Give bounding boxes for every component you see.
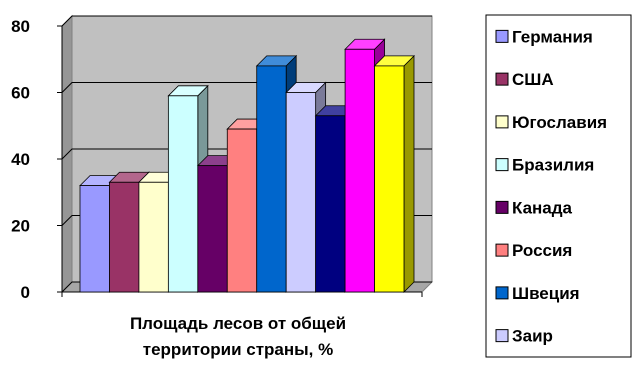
legend-label: США: [512, 70, 554, 89]
legend-swatch: [495, 243, 509, 257]
legend-label: Швеция: [512, 284, 580, 303]
gridline: [61, 15, 432, 27]
legend-swatch: [495, 200, 509, 214]
y-tick-label: 0: [21, 283, 30, 302]
legend-swatch: [495, 115, 509, 129]
legend-label: Канада: [512, 198, 573, 217]
y-tick-label: 40: [11, 150, 30, 169]
y-tick-label: 20: [11, 217, 30, 236]
x-axis-title-line-1: Площадь лесов от общей: [129, 314, 347, 333]
x-axis-title-line-2: территории страны, %: [142, 340, 334, 359]
legend-label: Бразилия: [512, 156, 594, 175]
legend-swatch: [495, 72, 509, 86]
legend-swatch: [495, 286, 509, 300]
x-axis-title: Площадь лесов от общей территории страны…: [58, 311, 418, 363]
legend-swatch: [495, 158, 509, 172]
legend-box: [485, 14, 632, 358]
legend-swatch: [495, 29, 509, 43]
bar: [344, 48, 375, 293]
legend-label: Германия: [512, 27, 593, 46]
bar: [109, 181, 140, 293]
bar: [256, 65, 287, 293]
legend-swatch: [495, 329, 509, 343]
bar: [315, 115, 346, 293]
legend-label: Россия: [512, 241, 572, 260]
bar: [285, 92, 317, 293]
legend-label: Югославия: [512, 113, 607, 132]
bar: [226, 128, 258, 293]
bar: [138, 181, 169, 293]
bar-side: [403, 54, 415, 293]
bar: [374, 65, 405, 293]
bar: [79, 185, 110, 293]
y-tick-label: 80: [11, 17, 30, 36]
bar: [197, 165, 228, 293]
y-tick-label: 60: [11, 84, 30, 103]
legend-label: Заир: [512, 327, 553, 346]
bar: [167, 95, 199, 293]
